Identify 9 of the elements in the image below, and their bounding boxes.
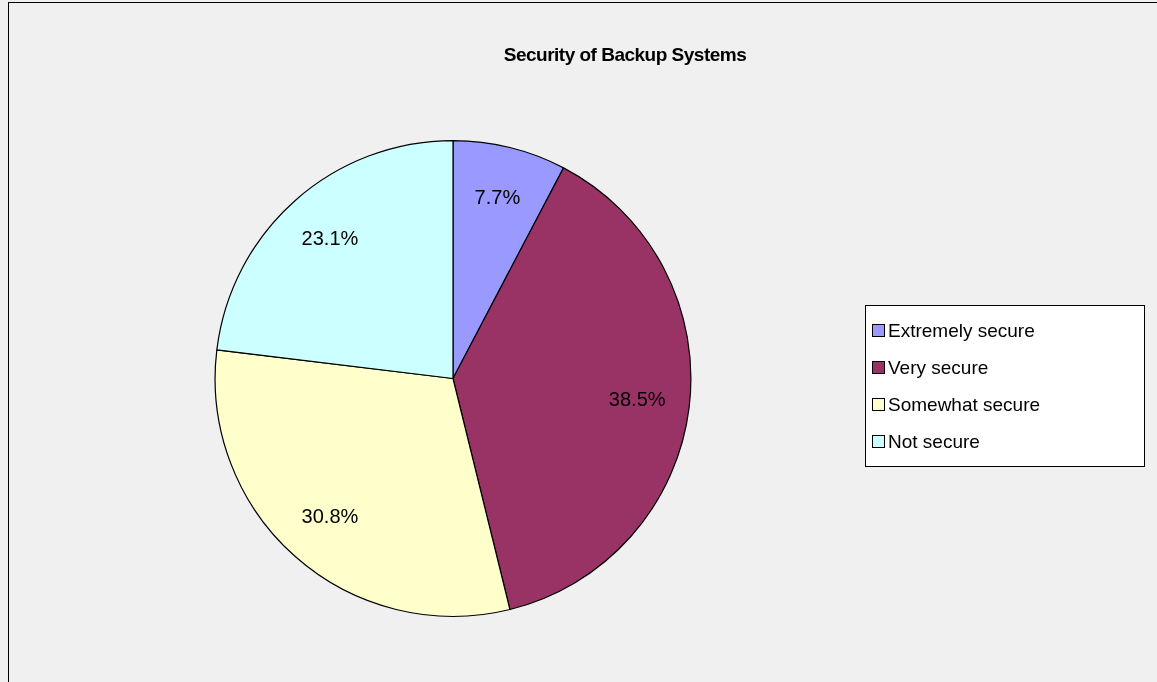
- legend-label: Somewhat secure: [888, 393, 1041, 416]
- legend-label: Not secure: [888, 430, 980, 453]
- chart-title: Security of Backup Systems: [502, 44, 748, 66]
- legend-label: Extremely secure: [888, 319, 1035, 342]
- data-label: 23.1%: [301, 227, 359, 250]
- legend-label: Very secure: [888, 356, 989, 379]
- data-label: 7.7%: [474, 185, 521, 208]
- data-label: 30.8%: [301, 504, 359, 527]
- data-label: 38.5%: [608, 388, 666, 411]
